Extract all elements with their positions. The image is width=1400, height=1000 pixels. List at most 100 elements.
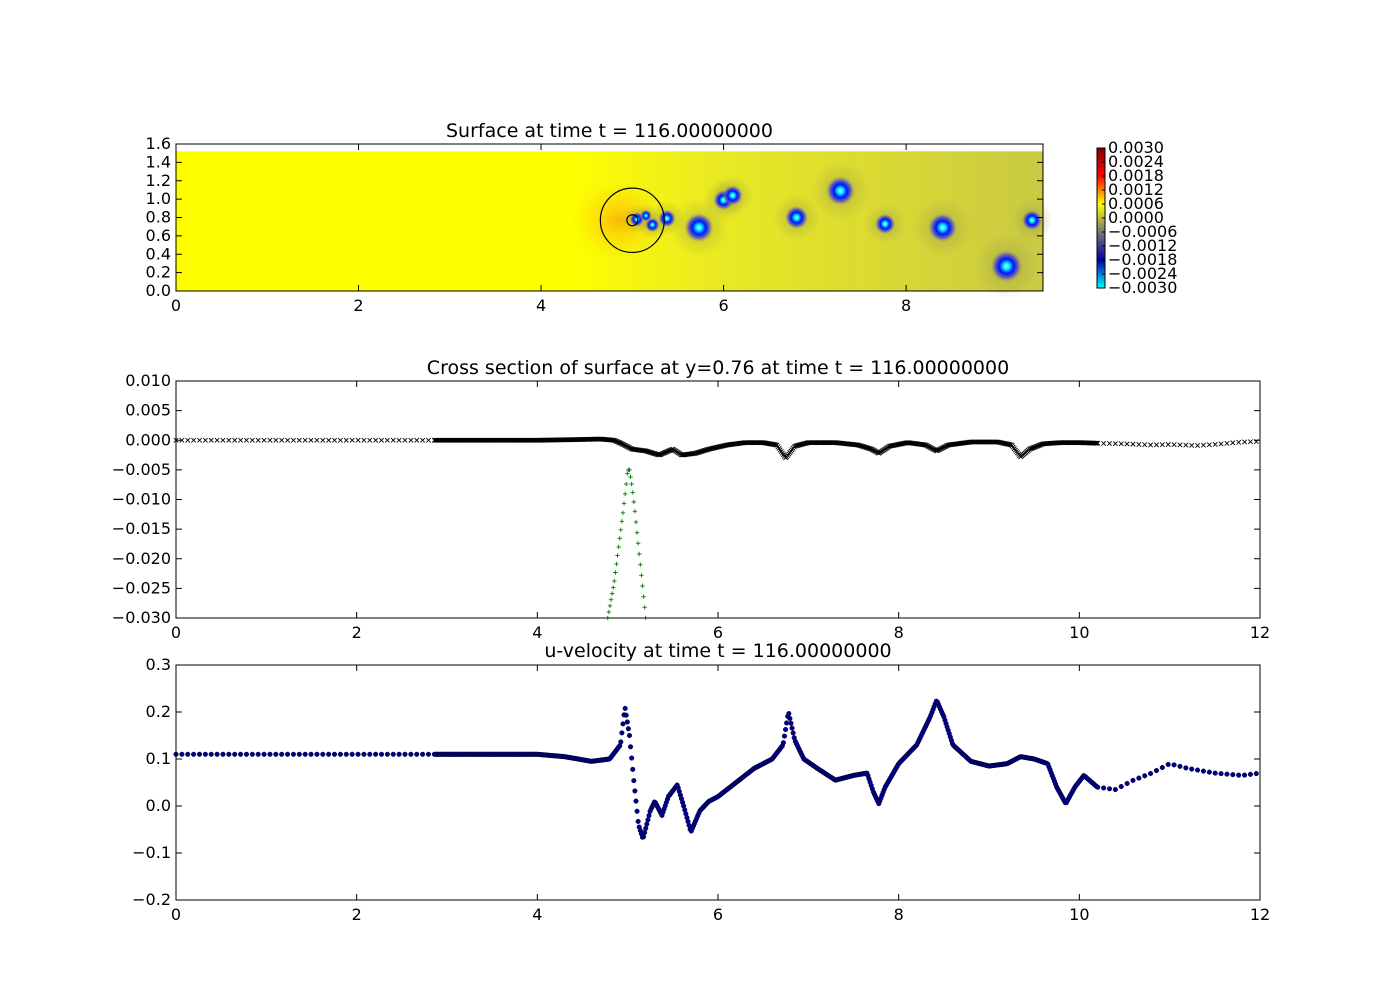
cross-section-obstacle-point xyxy=(608,597,614,602)
cross-section-obstacle-point xyxy=(606,609,612,615)
velocity-point xyxy=(628,744,634,750)
cross-section-point xyxy=(290,437,296,443)
velocity-point xyxy=(644,821,650,827)
colorbar-ticks: 0.00300.00240.00180.00120.00060.0000−0.0… xyxy=(1102,138,1177,297)
cross-section-obstacle-point xyxy=(620,510,626,515)
velocity-point xyxy=(629,755,635,761)
velocity-point xyxy=(249,751,255,757)
velocity-point xyxy=(790,730,796,736)
cross-section-xtick-label: 10 xyxy=(1069,623,1089,642)
cross-section-ytick-label: 0.000 xyxy=(125,430,171,449)
surface-xtick-label: 8 xyxy=(901,296,911,315)
velocity-point xyxy=(337,751,343,757)
cross-section-point xyxy=(191,437,197,443)
velocity-point xyxy=(1130,777,1136,783)
colorbar-tick-label: 0.0024 xyxy=(1108,152,1164,171)
cross-section-obstacle-point xyxy=(621,501,627,506)
surface-xtick-label: 6 xyxy=(718,296,728,315)
cross-section-point xyxy=(1200,442,1206,448)
cross-section-point xyxy=(1212,441,1218,447)
velocity-point xyxy=(1206,769,1212,775)
velocity-point xyxy=(631,778,637,784)
surface-title: Surface at time t = 116.00000000 xyxy=(446,120,773,142)
cross-section-point xyxy=(384,437,390,443)
cross-section-point xyxy=(1095,440,1101,446)
velocity-point xyxy=(179,751,185,757)
velocity-series xyxy=(173,698,1259,840)
velocity-point xyxy=(232,751,238,757)
velocity-point xyxy=(343,751,349,757)
velocity-point xyxy=(645,817,651,823)
surface-ytick-label: 1.6 xyxy=(146,134,171,153)
velocity-point xyxy=(290,751,296,757)
velocity-point xyxy=(1242,772,1248,778)
velocity-ytick-label: 0.1 xyxy=(146,749,171,768)
cross-section-obstacle-point xyxy=(614,561,619,567)
velocity-title: u-velocity at time t = 116.00000000 xyxy=(544,640,891,662)
velocity-point xyxy=(196,751,203,757)
velocity-point xyxy=(355,751,361,757)
cross-section-point xyxy=(285,437,291,443)
velocity-point xyxy=(367,751,373,757)
velocity-point xyxy=(420,751,426,757)
velocity-point xyxy=(1230,772,1236,778)
velocity-point xyxy=(642,830,648,836)
velocity-point xyxy=(226,751,232,757)
cross-section-point xyxy=(361,437,367,443)
velocity-point xyxy=(624,719,630,725)
cross-section-point xyxy=(1242,439,1248,445)
cross-section-obstacle-point xyxy=(634,530,640,535)
velocity-point xyxy=(326,751,332,757)
surface-vortex xyxy=(928,212,958,243)
cross-section-ytick-label: −0.030 xyxy=(112,608,171,627)
cross-section-point xyxy=(326,437,332,443)
velocity-point xyxy=(632,788,638,794)
surface-ytick-label: 0.0 xyxy=(146,281,171,300)
cross-section-obstacle-point xyxy=(613,570,618,575)
velocity-point xyxy=(402,751,408,757)
cross-section-point xyxy=(1093,440,1099,446)
cross-section-point xyxy=(1171,442,1177,448)
cross-section-point xyxy=(402,437,408,443)
cross-section-obstacle-point xyxy=(639,573,644,578)
velocity-point xyxy=(408,751,414,757)
velocity-point xyxy=(781,733,788,739)
surface-panel: Surface at time t = 116.00000000 0 2 4 6 8 0… xyxy=(146,120,1178,315)
cross-section-point xyxy=(220,437,226,443)
cross-section-obstacle-point xyxy=(625,471,630,476)
velocity-point xyxy=(296,751,302,757)
cross-section-y-axis: 0.010 0.005 0.000 −0.005 −0.010 −0.015 −0.020 −… xyxy=(112,371,1260,627)
surface-overlays xyxy=(568,161,1053,299)
cross-section-obstacle-point xyxy=(611,585,616,590)
velocity-point xyxy=(414,751,420,757)
cross-section-point xyxy=(1247,439,1253,445)
velocity-point xyxy=(780,740,786,746)
velocity-point xyxy=(1106,786,1113,792)
cross-section-point xyxy=(273,437,279,443)
velocity-point xyxy=(1224,771,1230,777)
velocity-point xyxy=(1253,771,1259,777)
cross-section-xtick-label: 2 xyxy=(352,623,362,642)
cross-section-ytick-label: −0.020 xyxy=(112,549,171,568)
cross-section-point xyxy=(337,437,343,443)
colorbar-tick-label: −0.0006 xyxy=(1108,222,1177,241)
cross-section-obstacle-point xyxy=(607,603,613,609)
velocity-point xyxy=(626,732,633,739)
cross-section-obstacle-point xyxy=(617,536,622,541)
cross-section-xtick-label: 8 xyxy=(894,623,904,642)
velocity-point xyxy=(618,739,624,745)
surface-vortex xyxy=(658,209,676,228)
cross-section-obstacle-point xyxy=(631,499,637,505)
velocity-ytick-label: −0.2 xyxy=(132,890,171,909)
cross-section-point xyxy=(1106,440,1113,446)
colorbar-tick-label: 0.0012 xyxy=(1108,180,1164,199)
cross-section-point xyxy=(302,437,308,443)
cross-section-ytick-label: −0.005 xyxy=(112,460,171,479)
cross-section-point xyxy=(1112,441,1118,447)
cross-section-point xyxy=(1183,442,1189,448)
velocity-point xyxy=(1165,761,1171,768)
surface-ytick-label: 0.2 xyxy=(146,263,171,282)
cross-section-panel: Cross section of surface at y=0.76 at ti… xyxy=(112,357,1270,642)
velocity-point xyxy=(373,751,379,757)
